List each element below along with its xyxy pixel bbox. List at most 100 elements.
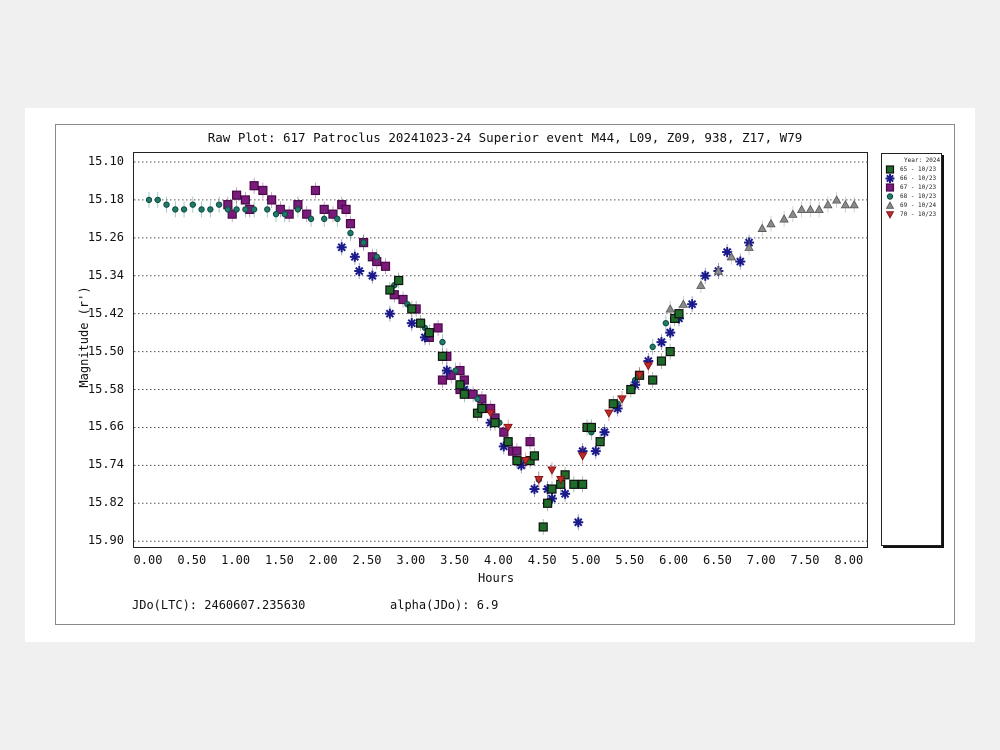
data-point bbox=[439, 338, 446, 346]
legend-item: 70 - 10/23 bbox=[885, 210, 937, 219]
data-point bbox=[341, 204, 351, 215]
data-point bbox=[264, 206, 271, 213]
data-point bbox=[823, 199, 833, 209]
data-point bbox=[542, 498, 553, 508]
circle-marker-icon bbox=[886, 192, 894, 200]
data-point bbox=[569, 479, 579, 489]
data-point bbox=[189, 201, 196, 208]
x-tick-label: 3.00 bbox=[396, 553, 426, 567]
x-tick-label: 7.50 bbox=[790, 553, 820, 567]
legend-item: 68 - 10/23 bbox=[885, 192, 936, 200]
data-point bbox=[529, 451, 540, 461]
y-axis-label: Magnitude (r') bbox=[77, 286, 91, 388]
y-tick-label: 15.18 bbox=[87, 191, 124, 206]
square-marker-icon bbox=[885, 164, 895, 174]
data-point bbox=[656, 356, 667, 366]
data-point bbox=[380, 261, 391, 271]
data-point bbox=[367, 270, 378, 281]
data-point bbox=[595, 437, 605, 447]
data-point bbox=[477, 403, 487, 414]
data-point bbox=[538, 522, 548, 532]
x-tick-label: 6.50 bbox=[702, 553, 732, 567]
data-point bbox=[796, 204, 807, 213]
data-point bbox=[406, 318, 417, 329]
x-tick-label: 0.50 bbox=[177, 553, 207, 567]
x-tick-label: 0.00 bbox=[133, 553, 163, 567]
data-point bbox=[757, 223, 767, 232]
data-point bbox=[534, 475, 544, 485]
data-point bbox=[385, 285, 395, 295]
legend-label: 66 - 10/23 bbox=[900, 174, 937, 182]
x-tick-label: 1.00 bbox=[221, 553, 251, 567]
data-point bbox=[321, 215, 328, 223]
legend-label: 68 - 10/23 bbox=[900, 192, 937, 200]
data-point bbox=[744, 242, 754, 251]
data-point bbox=[503, 437, 513, 447]
data-point bbox=[360, 239, 367, 246]
data-point bbox=[687, 299, 698, 310]
data-point bbox=[643, 362, 653, 371]
data-point bbox=[172, 206, 179, 213]
legend-item: 69 - 10/24 bbox=[885, 200, 937, 209]
data-point bbox=[556, 475, 566, 485]
data-point bbox=[578, 479, 588, 489]
data-point bbox=[242, 206, 249, 213]
data-point bbox=[700, 270, 711, 281]
data-point bbox=[384, 308, 395, 319]
data-point bbox=[145, 196, 153, 204]
data-point bbox=[294, 206, 302, 213]
data-point bbox=[648, 375, 658, 385]
data-point bbox=[415, 318, 426, 328]
x-tick-label: 4.00 bbox=[483, 553, 513, 567]
x-tick-label: 8.00 bbox=[834, 553, 864, 567]
data-point bbox=[665, 304, 675, 313]
data-point bbox=[180, 206, 188, 213]
data-point bbox=[599, 427, 610, 438]
data-point bbox=[347, 229, 354, 237]
data-point bbox=[805, 204, 816, 213]
data-point bbox=[849, 199, 859, 209]
x-tick-label: 3.50 bbox=[440, 553, 470, 567]
data-point bbox=[779, 214, 789, 223]
x-tick-label: 1.50 bbox=[264, 553, 294, 567]
data-point bbox=[608, 399, 618, 409]
data-point bbox=[233, 206, 240, 213]
data-point bbox=[281, 210, 288, 218]
data-point bbox=[336, 242, 347, 253]
data-point bbox=[634, 371, 645, 381]
data-point bbox=[577, 452, 588, 461]
x-tick-label: 5.50 bbox=[615, 553, 645, 567]
data-point bbox=[272, 210, 280, 218]
y-tick-label: 15.74 bbox=[87, 457, 124, 472]
legend-item: 66 - 10/23 bbox=[885, 173, 937, 183]
data-point bbox=[249, 181, 259, 191]
x-tick-label: 2.00 bbox=[308, 553, 338, 567]
data-point bbox=[814, 204, 824, 213]
data-point bbox=[455, 380, 465, 390]
data-point bbox=[407, 304, 417, 314]
legend-label: 70 - 10/23 bbox=[900, 210, 937, 218]
data-point bbox=[735, 256, 746, 267]
data-point bbox=[590, 446, 601, 457]
data-point bbox=[349, 251, 360, 262]
data-point bbox=[250, 206, 258, 213]
data-point bbox=[586, 422, 596, 433]
data-point bbox=[617, 395, 627, 404]
y-tick-label: 15.50 bbox=[87, 343, 124, 358]
data-point bbox=[437, 351, 448, 361]
data-point bbox=[722, 247, 733, 258]
data-point bbox=[840, 199, 851, 209]
data-point bbox=[665, 327, 676, 338]
data-point bbox=[696, 280, 706, 289]
triangle-up-marker-icon bbox=[885, 200, 895, 209]
chart-title: Raw Plot: 617 Patroclus 20241023-24 Supe… bbox=[207, 130, 803, 145]
data-point bbox=[154, 196, 161, 204]
y-tick-label: 15.26 bbox=[87, 229, 124, 244]
x-tick-label: 5.00 bbox=[571, 553, 601, 567]
data-point bbox=[437, 375, 448, 385]
data-point bbox=[656, 337, 667, 348]
data-point bbox=[198, 206, 205, 213]
legend-label: 69 - 10/24 bbox=[900, 201, 937, 209]
jdo-label: JDo(LTC): 2460607.235630 bbox=[132, 598, 306, 612]
scatter-plot bbox=[134, 161, 869, 542]
